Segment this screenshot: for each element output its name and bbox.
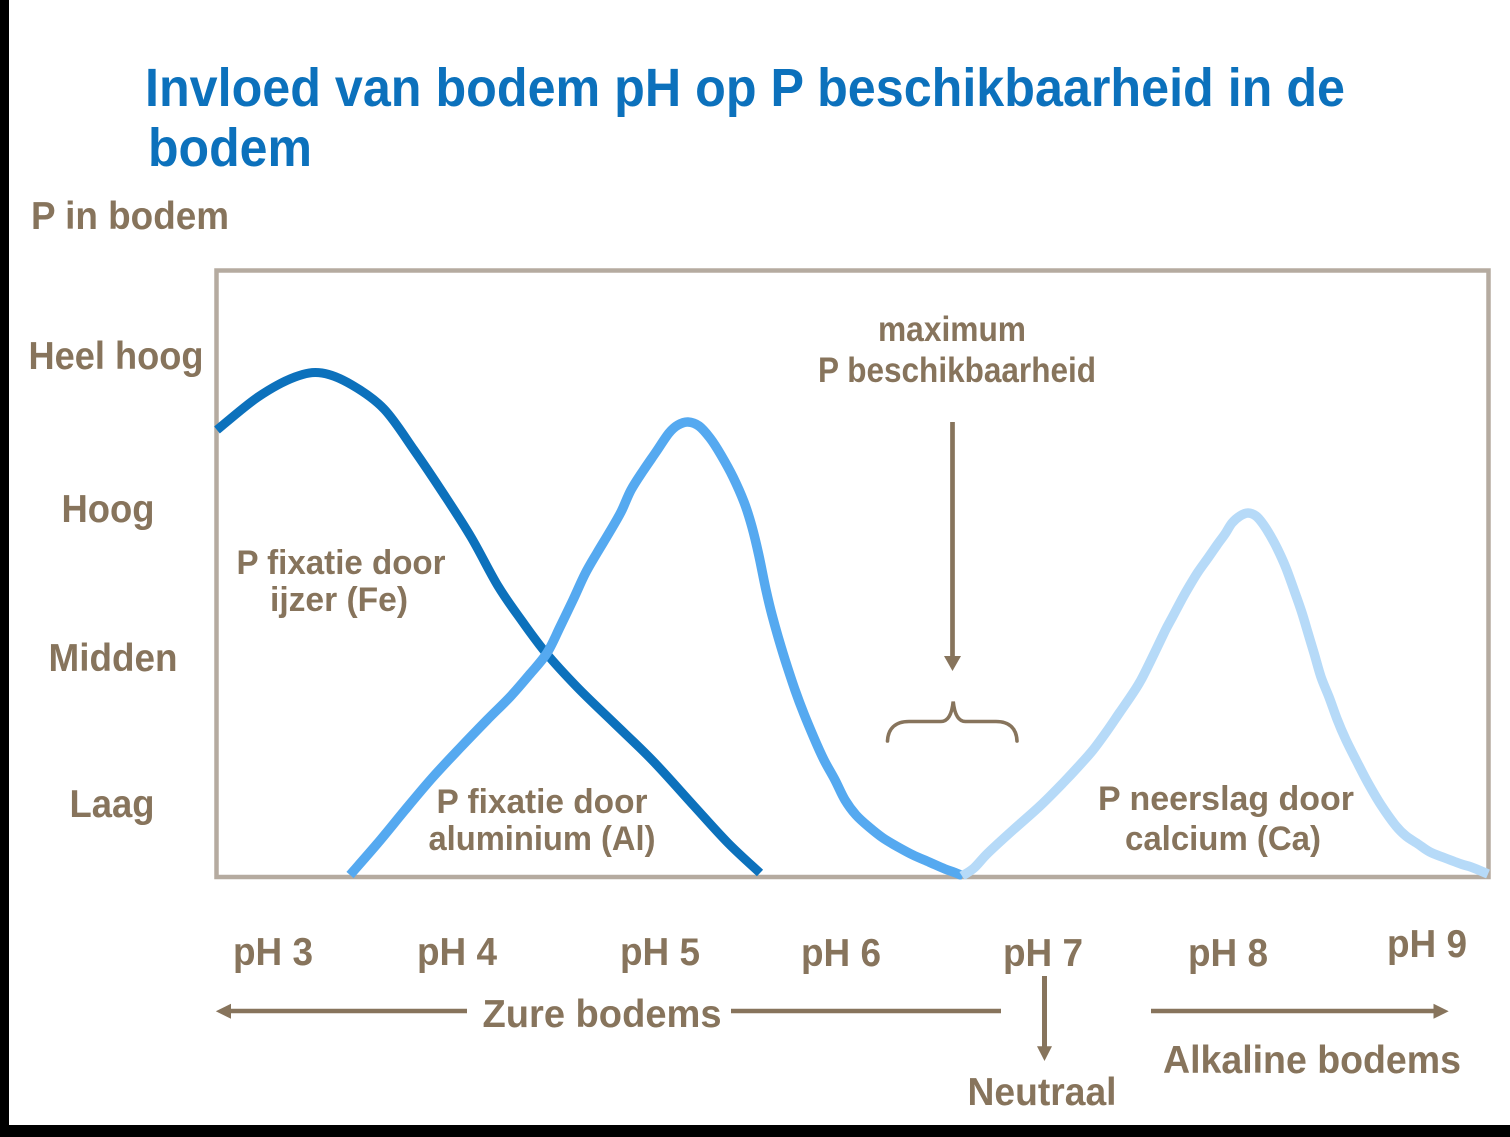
svg-text:aluminium (Al): aluminium (Al): [429, 820, 656, 858]
svg-text:pH 4: pH 4: [417, 931, 497, 974]
svg-text:pH 8: pH 8: [1188, 932, 1268, 975]
svg-text:P in bodem: P in bodem: [31, 195, 229, 238]
svg-text:Heel hoog: Heel hoog: [29, 335, 204, 378]
svg-text:maximum: maximum: [878, 310, 1026, 349]
svg-text:calcium (Ca): calcium (Ca): [1125, 820, 1321, 858]
svg-text:pH 7: pH 7: [1003, 932, 1083, 975]
svg-text:P fixatie door: P fixatie door: [237, 544, 446, 582]
svg-text:Neutraal: Neutraal: [968, 1071, 1117, 1114]
svg-text:bodem: bodem: [148, 118, 312, 178]
svg-text:ijzer (Fe): ijzer (Fe): [270, 581, 408, 619]
svg-text:P beschikbaarheid: P beschikbaarheid: [818, 351, 1096, 390]
svg-text:Zure bodems: Zure bodems: [483, 993, 722, 1036]
svg-text:pH 6: pH 6: [801, 932, 881, 975]
svg-text:Hoog: Hoog: [62, 488, 155, 531]
svg-text:Midden: Midden: [49, 637, 178, 680]
svg-text:Invloed van bodem pH op P besc: Invloed van bodem pH op P beschikbaarhei…: [145, 58, 1345, 118]
svg-text:P neerslag door: P neerslag door: [1098, 780, 1354, 818]
svg-text:pH 3: pH 3: [233, 931, 313, 974]
svg-text:P fixatie door: P fixatie door: [437, 783, 648, 821]
svg-text:Laag: Laag: [70, 783, 155, 826]
svg-text:pH 5: pH 5: [620, 931, 700, 974]
svg-text:Alkaline bodems: Alkaline bodems: [1163, 1039, 1461, 1082]
svg-text:pH 9: pH 9: [1387, 923, 1467, 966]
